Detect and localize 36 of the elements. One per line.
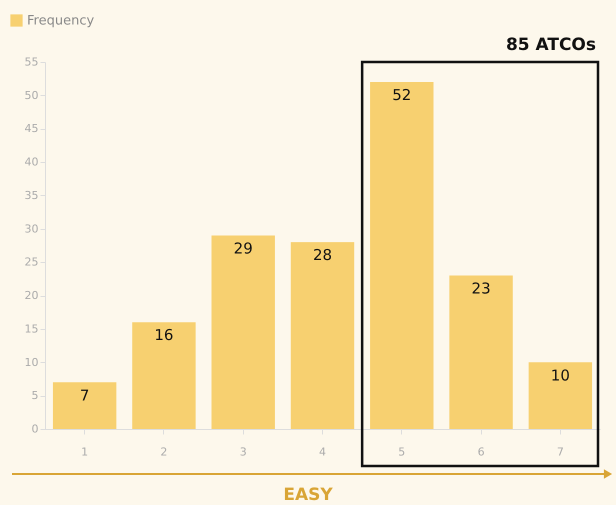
bar (212, 235, 275, 429)
y-tick-label: 5 (32, 389, 38, 402)
data-label: 28 (312, 246, 332, 264)
bar (449, 276, 513, 429)
data-label: 16 (154, 326, 174, 344)
bar (132, 322, 196, 429)
x-tick-label: 1 (81, 446, 88, 458)
data-label: 23 (472, 280, 491, 298)
y-tick-label: 55 (24, 56, 38, 68)
legend-label: Frequency (27, 14, 94, 28)
text: 85 ATCOs (506, 35, 596, 55)
data-label: 29 (234, 239, 253, 258)
x-tick-label: 4 (319, 446, 326, 458)
y-tick-label: 30 (24, 222, 38, 236)
y-tick-label: 15 (24, 322, 38, 336)
data-label: 52 (392, 86, 412, 104)
x-tick-label: 7 (556, 446, 564, 458)
y-tick-label: 40 (24, 156, 38, 169)
y-tick-label: 0 (32, 422, 38, 436)
data-label: 10 (550, 366, 570, 384)
y-tick-label: 10 (24, 356, 38, 369)
x-tick-label: 2 (160, 446, 168, 458)
text: EASY (283, 485, 334, 505)
y-tick-label: 25 (24, 256, 38, 269)
bar (528, 362, 592, 429)
x-tick-label: 5 (398, 446, 406, 458)
x-tick-label: 3 (240, 446, 247, 458)
data-label: 7 (80, 386, 90, 404)
x-tick-label: 6 (478, 446, 485, 458)
bar (290, 242, 354, 429)
y-tick-label: 50 (24, 88, 38, 102)
bar (52, 382, 116, 429)
y-tick-label: 35 (24, 188, 38, 202)
bar (370, 82, 434, 429)
y-tick-label: 20 (24, 289, 38, 302)
y-tick-label: 45 (24, 122, 38, 136)
